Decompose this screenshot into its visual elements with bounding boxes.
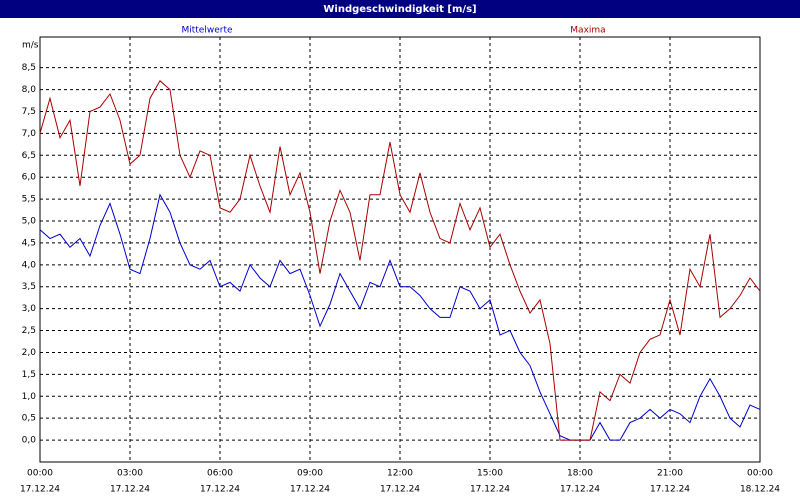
y-tick-label: 1,5 xyxy=(22,370,36,380)
y-tick-label: 5,5 xyxy=(22,195,36,205)
y-tick-label: 4,5 xyxy=(22,238,36,248)
series-line xyxy=(39,80,761,441)
x-tick-label: 18:00 xyxy=(567,469,593,479)
x-tick-label: 15:00 xyxy=(477,469,503,479)
y-tick-label: 3,5 xyxy=(22,282,36,292)
y-tick-label: 7,5 xyxy=(22,107,36,117)
legend-entry: Mittelwerte xyxy=(181,26,232,36)
x-tick-date: 17.12.24 xyxy=(560,485,600,495)
y-tick-label: 4,0 xyxy=(22,260,37,270)
x-tick-date: 17.12.24 xyxy=(200,485,240,495)
x-tick-date: 17.12.24 xyxy=(290,485,330,495)
y-tick-label: 8,5 xyxy=(22,63,36,73)
x-tick-label: 09:00 xyxy=(297,469,323,479)
y-tick-label: 2,0 xyxy=(22,348,37,358)
y-unit: m/s xyxy=(22,41,39,51)
x-tick-date: 18.12.24 xyxy=(740,485,780,495)
x-tick-label: 12:00 xyxy=(387,469,413,479)
x-tick-date: 17.12.24 xyxy=(110,485,150,495)
y-tick-label: 5,0 xyxy=(22,217,37,227)
x-tick-label: 06:00 xyxy=(207,469,233,479)
y-tick-label: 7,0 xyxy=(22,129,37,139)
x-tick-label: 00:00 xyxy=(747,469,773,479)
legend-entry: Maxima xyxy=(570,26,605,36)
y-tick-label: 1,0 xyxy=(22,392,37,402)
x-tick-label: 03:00 xyxy=(117,469,143,479)
y-tick-label: 8,0 xyxy=(22,85,37,95)
title-bar xyxy=(0,0,800,18)
y-tick-label: 2,5 xyxy=(22,326,36,336)
series-line xyxy=(39,193,761,441)
chart-title: Windgeschwindigkeit [m/s] xyxy=(323,4,476,15)
y-tick-label: 0,0 xyxy=(22,436,37,446)
y-tick-label: 6,5 xyxy=(22,151,36,161)
x-tick-date: 17.12.24 xyxy=(650,485,690,495)
x-tick-label: 21:00 xyxy=(657,469,683,479)
y-tick-label: 3,0 xyxy=(22,304,37,314)
x-tick-label: 00:00 xyxy=(27,469,53,479)
x-tick-date: 17.12.24 xyxy=(470,485,510,495)
y-tick-label: 6,0 xyxy=(22,173,37,183)
x-tick-date: 17.12.24 xyxy=(380,485,420,495)
y-tick-label: 0,5 xyxy=(22,414,36,424)
x-tick-date: 17.12.24 xyxy=(20,485,60,495)
